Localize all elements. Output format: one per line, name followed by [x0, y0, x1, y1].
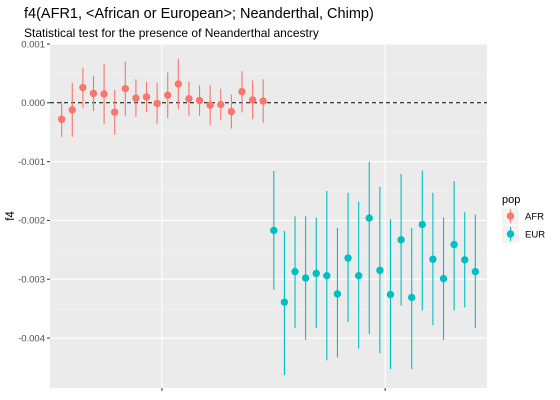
eur-point	[312, 269, 320, 278]
afr-point	[195, 96, 204, 105]
y-tick-label: -0.004	[18, 333, 45, 344]
y-tick-label: -0.002	[18, 216, 45, 227]
afr-point	[68, 106, 76, 114]
eur-point	[354, 271, 363, 280]
y-tick-label: -0.001	[18, 157, 45, 168]
data-layer	[57, 58, 480, 376]
grid	[50, 43, 487, 388]
legend-key-eur	[506, 230, 515, 238]
y-axis-title: f4	[5, 211, 17, 221]
eur-point	[333, 290, 342, 298]
afr-point	[100, 90, 108, 98]
legend-title: pop	[502, 194, 520, 206]
y-tick-label: -0.003	[18, 275, 45, 286]
x-axis	[161, 388, 386, 391]
legend-key-afr	[506, 212, 515, 220]
legend-label-eur: EUR	[525, 230, 545, 241]
legend-label-afr: AFR	[525, 212, 544, 223]
afr-point	[89, 89, 98, 98]
eur-point	[429, 255, 437, 263]
afr-point	[259, 97, 267, 105]
afr-point	[153, 99, 161, 108]
eur-point	[418, 220, 426, 229]
afr-point	[132, 94, 140, 102]
eur-point	[461, 256, 469, 264]
eur-point	[365, 214, 373, 222]
chart-subtitle: Statistical test for the presence of Nea…	[24, 26, 319, 40]
afr-point	[121, 84, 130, 93]
afr-point	[227, 107, 236, 116]
afr-point	[174, 80, 183, 88]
y-axis: 0.001 0.000 -0.001 -0.002 -0.003 -0.004	[18, 39, 50, 344]
eur-point	[270, 226, 278, 235]
afr-point	[79, 83, 87, 92]
y-tick-label: 0.001	[21, 39, 45, 50]
eur-point	[450, 240, 458, 249]
afr-point	[111, 108, 119, 116]
eur-point	[291, 267, 299, 276]
eur-point	[280, 298, 289, 306]
afr-point	[217, 100, 225, 109]
eur-point	[301, 274, 310, 282]
chart-title: f4(AFR1, <African or European>; Neandert…	[24, 6, 374, 22]
afr-point	[185, 94, 193, 103]
eur-point	[397, 236, 405, 244]
eur-point	[439, 274, 448, 283]
legend: pop AFR EUR	[502, 194, 545, 243]
afr-point	[248, 96, 257, 104]
plot-panel	[50, 44, 487, 388]
eur-point	[323, 271, 331, 280]
eur-point	[376, 266, 384, 275]
eur-point	[386, 290, 395, 299]
afr-point	[164, 91, 172, 99]
afr-point	[238, 87, 246, 96]
eur-point	[407, 293, 416, 302]
afr-point	[57, 115, 66, 123]
afr-point	[142, 93, 151, 101]
eur-point	[471, 267, 480, 276]
afr-point	[206, 101, 214, 109]
eur-point	[344, 254, 352, 262]
legend-items: AFR EUR	[502, 207, 545, 243]
y-tick-label: 0.000	[21, 98, 45, 109]
